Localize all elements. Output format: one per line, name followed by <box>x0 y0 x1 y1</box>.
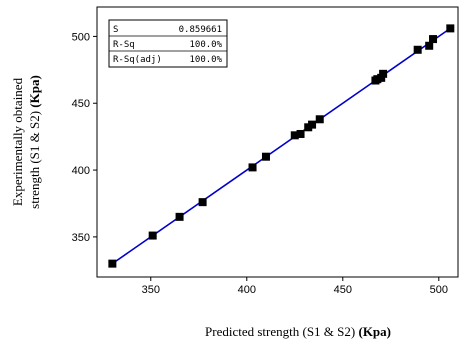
stats-box: S 0.859661 R-Sq 100.0% R-Sq(adj) 100.0% <box>108 19 228 68</box>
stats-value-rsq: 100.0% <box>189 40 222 50</box>
stats-value-s: 0.859661 <box>179 25 222 35</box>
y-tick-label: 400 <box>72 165 90 177</box>
y-axis-title-line2-main: strength (S1 & S2) <box>27 108 42 209</box>
y-axis-title-line2-unit: (Kpa) <box>27 75 42 108</box>
x-tick-label: 350 <box>142 284 160 296</box>
data-point <box>296 129 305 138</box>
y-tick-label: 350 <box>72 232 90 244</box>
y-axis-title-line1: Experimentally obtained <box>10 77 25 206</box>
y-axis-ticks: 350 400 450 500 <box>72 31 97 244</box>
x-tick-label: 400 <box>238 284 256 296</box>
data-point <box>429 35 438 44</box>
data-point <box>198 198 207 207</box>
data-points <box>108 24 455 268</box>
y-axis-title-line2: strength (S1 & S2) (Kpa) <box>27 75 42 209</box>
x-axis-title-unit: (Kpa) <box>358 324 391 339</box>
x-axis-title: Predicted strength (S1 & S2) (Kpa) <box>205 324 391 339</box>
data-point <box>379 69 388 78</box>
data-point <box>446 24 455 33</box>
data-point <box>413 45 422 54</box>
data-point <box>315 115 324 124</box>
data-point <box>248 163 257 172</box>
y-tick-label: 450 <box>72 98 90 110</box>
stats-label-rsq: R-Sq <box>113 40 135 50</box>
x-tick-label: 450 <box>334 284 352 296</box>
y-tick-label: 500 <box>72 31 90 43</box>
x-tick-label: 500 <box>430 284 448 296</box>
data-point <box>108 259 117 268</box>
data-point <box>290 131 299 140</box>
stats-box-frame <box>108 19 228 68</box>
x-axis-ticks: 350 400 450 500 <box>142 277 448 296</box>
data-point <box>175 212 184 221</box>
stats-value-rsq-adj: 100.0% <box>189 55 222 65</box>
stats-label-s: S <box>113 25 118 35</box>
stats-label-rsq-adj: R-Sq(adj) <box>113 55 162 65</box>
data-point <box>308 120 317 129</box>
data-point <box>261 152 270 161</box>
regression-line <box>111 27 451 265</box>
data-point <box>425 41 434 50</box>
x-axis-title-main: Predicted strength (S1 & S2) <box>205 324 358 339</box>
y-axis-title: Experimentally obtained strength (S1 & S… <box>10 75 42 209</box>
data-point <box>148 231 157 240</box>
data-point <box>377 73 386 82</box>
